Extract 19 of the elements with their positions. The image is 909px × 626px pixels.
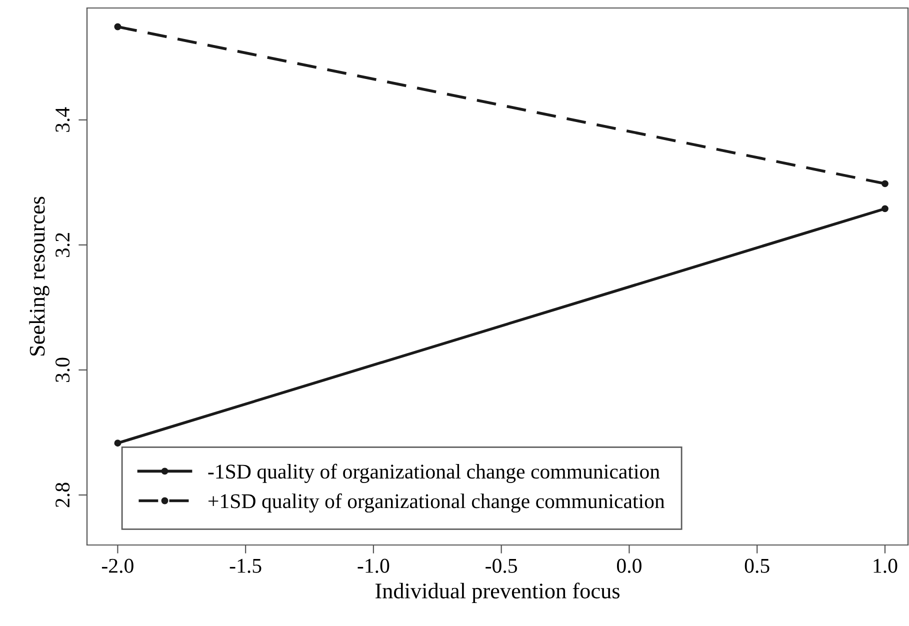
x-tick-label: -0.5: [486, 558, 518, 573]
point: [114, 23, 122, 30]
point: [882, 205, 888, 212]
y-axis-title: Seeking resources: [29, 196, 50, 356]
x-tick-label: 0.0: [616, 558, 642, 573]
legend-label: -1SD quality of organizational change communication: [208, 464, 660, 483]
x-tick-label: -2.0: [102, 558, 134, 573]
y-tick-label: 3.4: [56, 107, 70, 132]
y-tick-label: 3.0: [56, 358, 70, 382]
y-tick-label: 2.8: [56, 482, 70, 508]
legend-label: +1SD quality of organizational change communication: [208, 493, 665, 513]
x-tick-label: -1.5: [230, 558, 262, 573]
y-tick-label: 3.2: [56, 233, 70, 257]
x-tick-label: 1.0: [874, 558, 898, 573]
point: [882, 180, 888, 188]
point: [114, 440, 122, 447]
x-axis-title: Individual prevention focus: [375, 582, 620, 604]
x-tick-label: -1.0: [358, 558, 390, 573]
x-tick-label: 0.5: [744, 558, 770, 573]
